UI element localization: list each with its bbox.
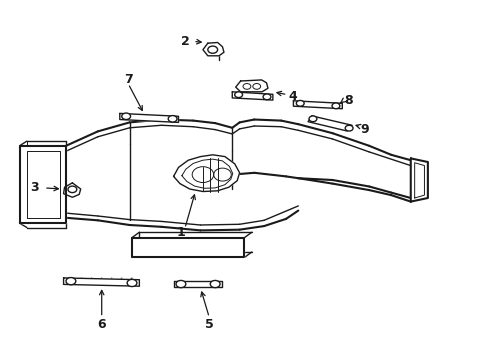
Polygon shape: [203, 42, 224, 56]
Circle shape: [234, 92, 242, 98]
Polygon shape: [20, 146, 66, 223]
Polygon shape: [232, 92, 272, 100]
Polygon shape: [63, 183, 81, 197]
Text: 1: 1: [176, 226, 185, 239]
Circle shape: [207, 46, 217, 53]
Polygon shape: [307, 116, 351, 131]
Circle shape: [66, 278, 76, 285]
Circle shape: [122, 113, 130, 120]
Circle shape: [168, 116, 177, 122]
Text: 5: 5: [204, 318, 213, 330]
Polygon shape: [410, 158, 427, 202]
Polygon shape: [63, 278, 139, 286]
Circle shape: [263, 94, 270, 100]
Polygon shape: [120, 113, 178, 122]
Text: 8: 8: [343, 94, 352, 107]
Text: 7: 7: [123, 73, 132, 86]
Circle shape: [127, 279, 137, 287]
Text: 4: 4: [287, 90, 296, 103]
Circle shape: [176, 280, 185, 288]
Polygon shape: [173, 155, 239, 192]
Circle shape: [331, 103, 339, 109]
Circle shape: [210, 280, 220, 288]
Circle shape: [308, 116, 316, 122]
Text: 9: 9: [359, 123, 368, 136]
Text: 6: 6: [97, 318, 106, 330]
Circle shape: [296, 100, 304, 106]
Polygon shape: [293, 101, 342, 109]
Text: 3: 3: [30, 181, 39, 194]
Text: 2: 2: [181, 35, 190, 48]
Circle shape: [345, 125, 352, 131]
Polygon shape: [132, 238, 244, 257]
Polygon shape: [235, 80, 267, 92]
Polygon shape: [173, 281, 222, 287]
